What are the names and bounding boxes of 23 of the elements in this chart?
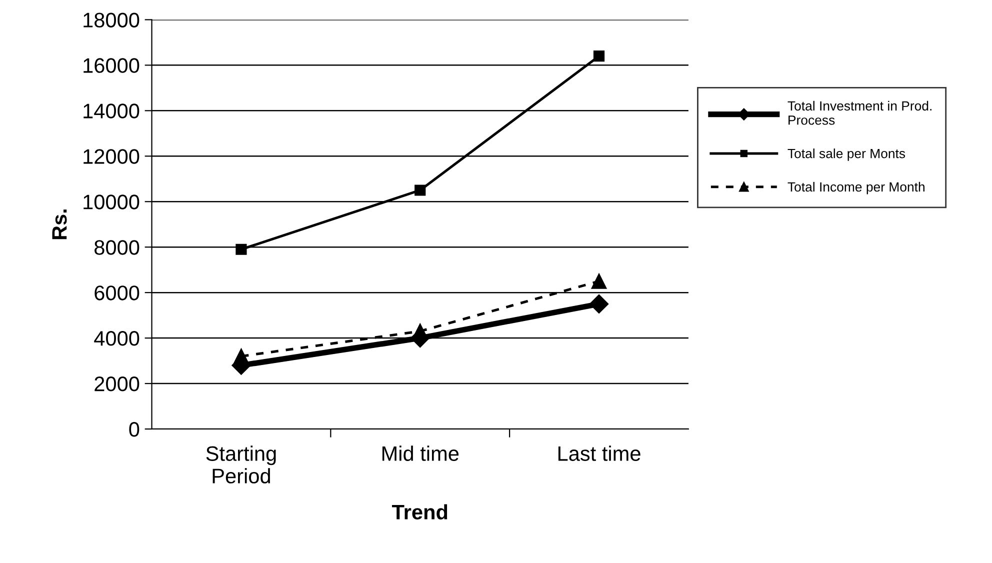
point	[593, 50, 605, 62]
y-axis-title: Rs.	[52, 210, 67, 240]
y-tick-label: 18000	[84, 12, 140, 28]
point	[589, 294, 609, 314]
legend-label: Total sale per Monts	[788, 148, 906, 161]
y-tick-label: 8000	[94, 240, 140, 255]
y-tick-label: 0	[129, 422, 140, 437]
legend-label: Total Investment in Prod. Process	[788, 100, 932, 125]
point	[236, 244, 247, 255]
x-tick-label: Mid time	[382, 446, 459, 461]
y-tick-label: 2000	[94, 376, 140, 392]
y-tick-label: 4000	[94, 331, 140, 346]
legend-label: Total Income per Month	[788, 182, 924, 194]
point	[414, 184, 426, 196]
y-tick-label: 12000	[84, 149, 140, 164]
y-tick-label: 16000	[84, 58, 140, 73]
x-tick-label: Starting Period	[206, 446, 276, 484]
y-tick-label: 14000	[84, 104, 140, 118]
y-tick-label: 6000	[94, 286, 140, 300]
x-axis-title: Trend	[392, 504, 448, 520]
y-tick-label: 10000	[84, 194, 140, 210]
x-tick-label: Last time	[558, 446, 640, 461]
point	[591, 274, 607, 289]
